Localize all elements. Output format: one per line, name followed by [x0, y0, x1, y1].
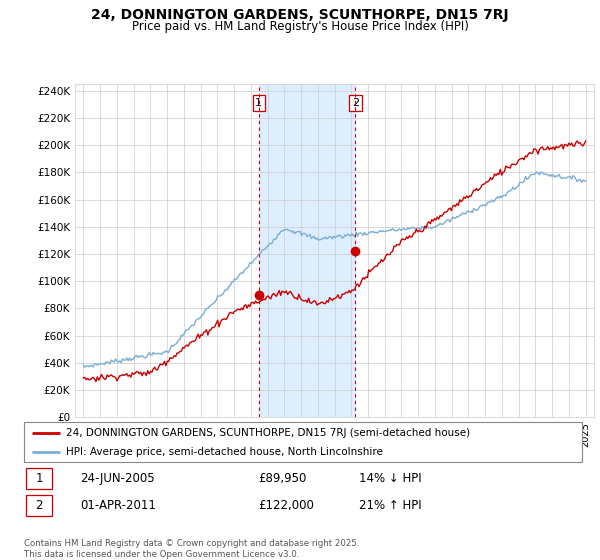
Text: Contains HM Land Registry data © Crown copyright and database right 2025.
This d: Contains HM Land Registry data © Crown c…	[24, 539, 359, 559]
Bar	[259, 84, 355, 417]
FancyBboxPatch shape	[26, 495, 52, 516]
Text: £122,000: £122,000	[259, 499, 314, 512]
Text: 2: 2	[352, 98, 359, 108]
Text: 1: 1	[35, 472, 43, 485]
Text: 21% ↑ HPI: 21% ↑ HPI	[359, 499, 421, 512]
Text: 24, DONNINGTON GARDENS, SCUNTHORPE, DN15 7RJ (semi-detached house): 24, DONNINGTON GARDENS, SCUNTHORPE, DN15…	[66, 428, 470, 438]
Text: 24-JUN-2005: 24-JUN-2005	[80, 472, 154, 485]
Text: HPI: Average price, semi-detached house, North Lincolnshire: HPI: Average price, semi-detached house,…	[66, 447, 383, 457]
FancyBboxPatch shape	[26, 468, 52, 489]
Text: £89,950: £89,950	[259, 472, 307, 485]
Text: 2: 2	[35, 499, 43, 512]
Text: 24, DONNINGTON GARDENS, SCUNTHORPE, DN15 7RJ: 24, DONNINGTON GARDENS, SCUNTHORPE, DN15…	[91, 8, 509, 22]
FancyBboxPatch shape	[24, 422, 582, 462]
Text: 14% ↓ HPI: 14% ↓ HPI	[359, 472, 421, 485]
Text: Price paid vs. HM Land Registry's House Price Index (HPI): Price paid vs. HM Land Registry's House …	[131, 20, 469, 32]
Text: 1: 1	[256, 98, 262, 108]
Text: 01-APR-2011: 01-APR-2011	[80, 499, 155, 512]
